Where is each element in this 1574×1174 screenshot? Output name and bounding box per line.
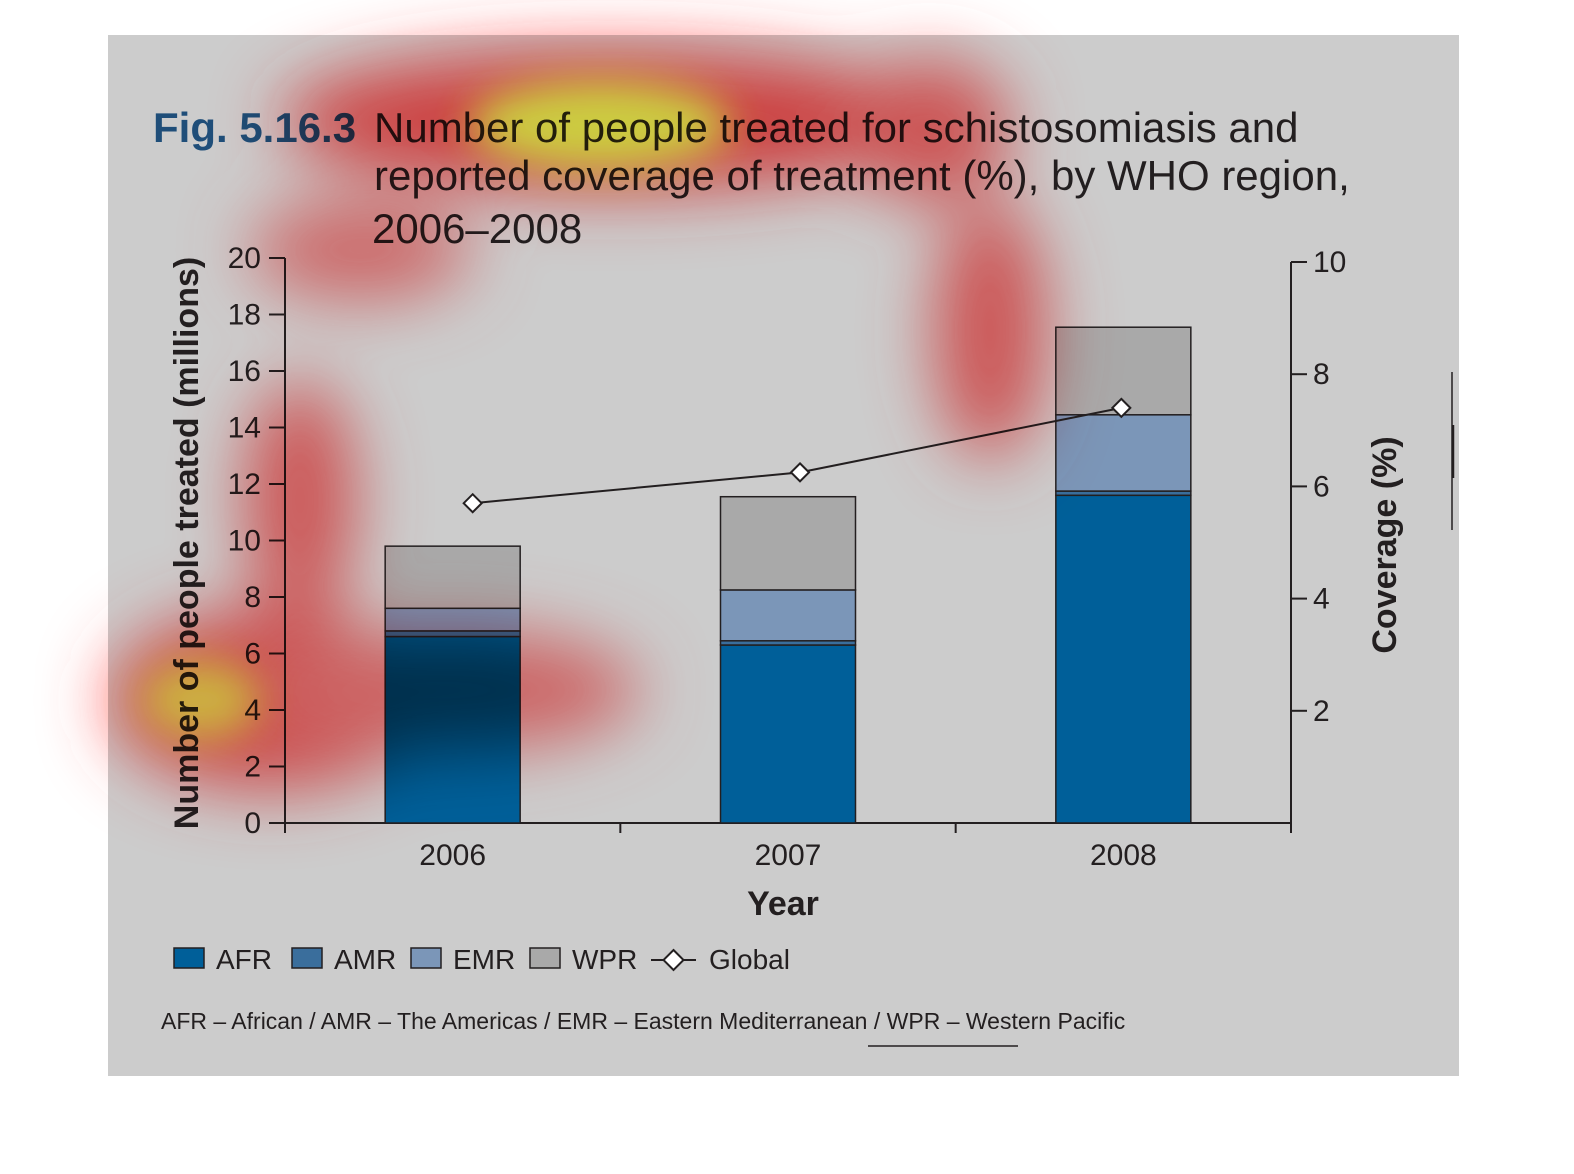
- x-axis-ticks: 2006 2007 2008: [284, 823, 1292, 872]
- heat-core-left: [140, 660, 260, 740]
- x-tick-label: 2008: [1090, 839, 1157, 872]
- x-axis-title: Year: [747, 885, 819, 923]
- right-axis-ticks: 2 4 6 8 10: [1291, 246, 1346, 728]
- legend-label-afr: AFR: [216, 944, 272, 975]
- bar-segment-emr-2008: [1055, 414, 1192, 492]
- heat-blob-right: [935, 200, 1045, 460]
- global-point-2007: [789, 461, 811, 483]
- legend-swatch-emr: [410, 947, 442, 969]
- bar-segment-wpr-2007: [719, 495, 857, 591]
- legend-marker-global: [662, 948, 685, 972]
- right-tick-label: 10: [1313, 246, 1346, 279]
- x-tick-label: 2007: [755, 839, 822, 872]
- right-tick-label: 6: [1313, 470, 1330, 503]
- heat-blob-left-upper: [245, 380, 355, 620]
- bar-segment-emr-2006: [384, 607, 521, 632]
- x-tick-label: 2006: [419, 839, 486, 872]
- left-tick-label: 18: [228, 299, 261, 332]
- global-point-2008: [1110, 397, 1132, 419]
- left-tick-label: 0: [244, 807, 261, 840]
- y2-axis-title: Coverage (%): [1366, 436, 1404, 653]
- heat-blob-top-right: [850, 60, 1010, 200]
- right-tick-label: 2: [1313, 695, 1330, 728]
- heat-blob-center: [260, 630, 640, 750]
- bar-segment-wpr-2006: [384, 545, 521, 610]
- legend-swatch-amr: [291, 947, 323, 969]
- global-point-2006: [462, 492, 484, 514]
- legend-label-emr: EMR: [453, 944, 515, 975]
- bar-segment-afr-2008: [1055, 494, 1192, 824]
- right-tick-label: 8: [1313, 358, 1330, 391]
- bar-segment-afr-2007: [719, 644, 857, 824]
- right-tick-label: 4: [1313, 583, 1330, 616]
- bar-segment-emr-2007: [719, 589, 857, 642]
- legend-label-wpr: WPR: [572, 944, 637, 975]
- legend-swatch-afr: [173, 947, 205, 969]
- legend-label-amr: AMR: [334, 944, 396, 975]
- legend-swatch-wpr: [529, 947, 561, 969]
- heat-blob-arc: [250, 200, 470, 300]
- legend: AFR AMR EMR WPR Global: [173, 944, 790, 975]
- footnote: AFR – African / AMR – The Americas / EMR…: [161, 1008, 1125, 1034]
- left-tick-label: 8: [244, 581, 261, 614]
- attention-heatmap-overlay: [110, 50, 1045, 790]
- legend-label-global: Global: [709, 944, 790, 975]
- heat-core-top: [470, 80, 730, 170]
- left-tick-label: 16: [228, 355, 261, 388]
